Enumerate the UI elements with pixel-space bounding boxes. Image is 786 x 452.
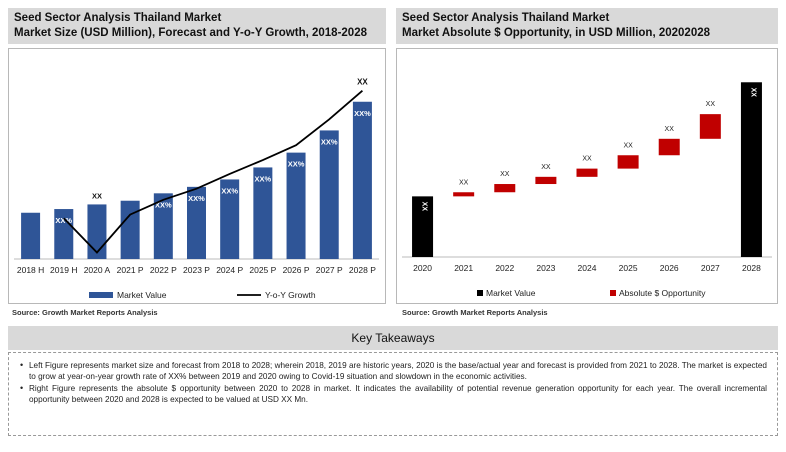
right-chart-title: Seed Sector Analysis Thailand Market — [402, 12, 610, 24]
x-tick-label: 2027 — [701, 263, 720, 273]
left-chart-title: Seed Sector Analysis Thailand Market — [14, 12, 222, 24]
x-tick-label: 2024 P — [216, 265, 243, 275]
x-tick-label: 2025 P — [249, 265, 276, 275]
legend-label-market-value: Market Value — [486, 288, 536, 298]
market-value-bar — [352, 101, 372, 259]
x-tick-label: 2021 — [454, 263, 473, 273]
left-chart-header: Seed Sector Analysis Thailand Market Mar… — [8, 8, 386, 44]
right-chart-header: Seed Sector Analysis Thailand Market Mar… — [396, 8, 778, 44]
legend-label-yoy-growth: Y-o-Y Growth — [265, 290, 316, 300]
opportunity-data-label: XX — [500, 171, 510, 178]
legend-label-absolute-opportunity: Absolute $ Opportunity — [619, 288, 706, 298]
x-tick-label: 2026 — [660, 263, 679, 273]
bar-data-label: XX% — [255, 174, 272, 183]
x-tick-label: 2020 — [413, 263, 432, 273]
market-value-bar — [21, 212, 41, 259]
bar-data-label: XX — [421, 202, 428, 212]
absolute-opportunity-chart: 2020 XX 2021 XX 2022 XX 2023 XX 2024 XX 2025 XX 2026… — [396, 48, 778, 304]
opportunity-data-label: XX — [706, 101, 716, 108]
x-tick-label: 2027 P — [316, 265, 343, 275]
x-tick-label: 2020 A — [84, 265, 111, 275]
opportunity-data-label: XX — [582, 156, 592, 163]
opportunity-bar — [699, 114, 721, 139]
market-value-bar — [286, 152, 306, 259]
market-value-bar — [253, 167, 273, 259]
opportunity-bar — [576, 168, 598, 177]
opportunity-bar — [453, 192, 475, 197]
market-value-bar — [153, 193, 173, 259]
x-tick-label: 2019 H — [50, 265, 77, 275]
market-value-bar — [187, 186, 206, 259]
market-size-chart-svg: 2018 H 2019 H XX% 2020 A XX 2021 P 2022 P XX% 20… — [14, 78, 379, 300]
market-size-chart: 2018 H 2019 H XX% 2020 A XX 2021 P 2022 P XX% 20… — [8, 48, 386, 304]
bar-data-label: XX% — [354, 109, 371, 118]
bar-data-label: XX — [92, 191, 102, 200]
yoy-growth-line — [63, 89, 363, 254]
opportunity-bar — [535, 176, 557, 185]
key-takeaways-box: Left Figure represents market size and f… — [8, 352, 778, 436]
x-tick-label: 2022 P — [150, 265, 177, 275]
key-takeaway-item: Right Figure represents the absolute $ o… — [20, 383, 767, 405]
market-value-bar — [120, 200, 140, 259]
right-chart-source: Source: Growth Market Reports Analysis — [402, 308, 548, 317]
bar-data-label: XX% — [55, 216, 72, 225]
opportunity-data-label: XX — [541, 164, 551, 171]
legend-swatch-absolute-opportunity — [610, 290, 616, 296]
x-tick-label: 2018 H — [17, 265, 44, 275]
opportunity-data-label: XX — [623, 142, 633, 149]
market-value-bar — [740, 82, 762, 258]
market-value-bar — [54, 209, 74, 259]
legend-swatch-market-value — [89, 292, 113, 298]
opportunity-data-label: XX — [459, 179, 469, 186]
bar-data-label: XX% — [155, 200, 172, 209]
opportunity-bar — [658, 138, 680, 156]
market-value-bar — [319, 130, 339, 259]
market-value-bar — [87, 204, 107, 259]
bar-data-label: XX — [749, 88, 756, 98]
opportunity-bar — [617, 155, 639, 169]
left-chart-source: Source: Growth Market Reports Analysis — [12, 308, 158, 317]
market-value-bar — [412, 196, 434, 257]
absolute-opportunity-chart-svg: 2020 XX 2021 XX 2022 XX 2023 XX 2024 XX 2025 XX 2026… — [402, 82, 772, 298]
bar-data-label: XX% — [321, 137, 338, 146]
key-takeaways-title: Key Takeaways — [8, 326, 778, 350]
bar-data-label: XX% — [221, 186, 238, 195]
right-chart-subtitle: Market Absolute $ Opportunity, in USD Mi… — [402, 27, 711, 39]
bar-data-label: XX% — [188, 194, 205, 203]
x-tick-label: 2028 P — [349, 265, 376, 275]
bar-data-label: XX% — [288, 160, 305, 169]
opportunity-bar — [494, 184, 516, 193]
opportunity-data-label: XX — [665, 126, 675, 133]
x-tick-label: 2023 — [536, 263, 555, 273]
x-tick-label: 2023 P — [183, 265, 210, 275]
x-tick-label: 2024 — [578, 263, 597, 273]
legend-label-market-value: Market Value — [117, 290, 167, 300]
key-takeaway-item: Left Figure represents market size and f… — [20, 360, 767, 382]
x-tick-label: 2026 P — [283, 265, 310, 275]
line-data-label: XX — [357, 78, 368, 87]
x-tick-label: 2028 — [742, 263, 761, 273]
left-chart-subtitle: Market Size (USD Million), Forecast and … — [14, 27, 367, 39]
x-tick-label: 2021 P — [117, 265, 144, 275]
market-value-bar — [220, 179, 240, 259]
x-tick-label: 2025 — [619, 263, 638, 273]
x-tick-label: 2022 — [495, 263, 514, 273]
legend-swatch-market-value — [477, 290, 483, 296]
